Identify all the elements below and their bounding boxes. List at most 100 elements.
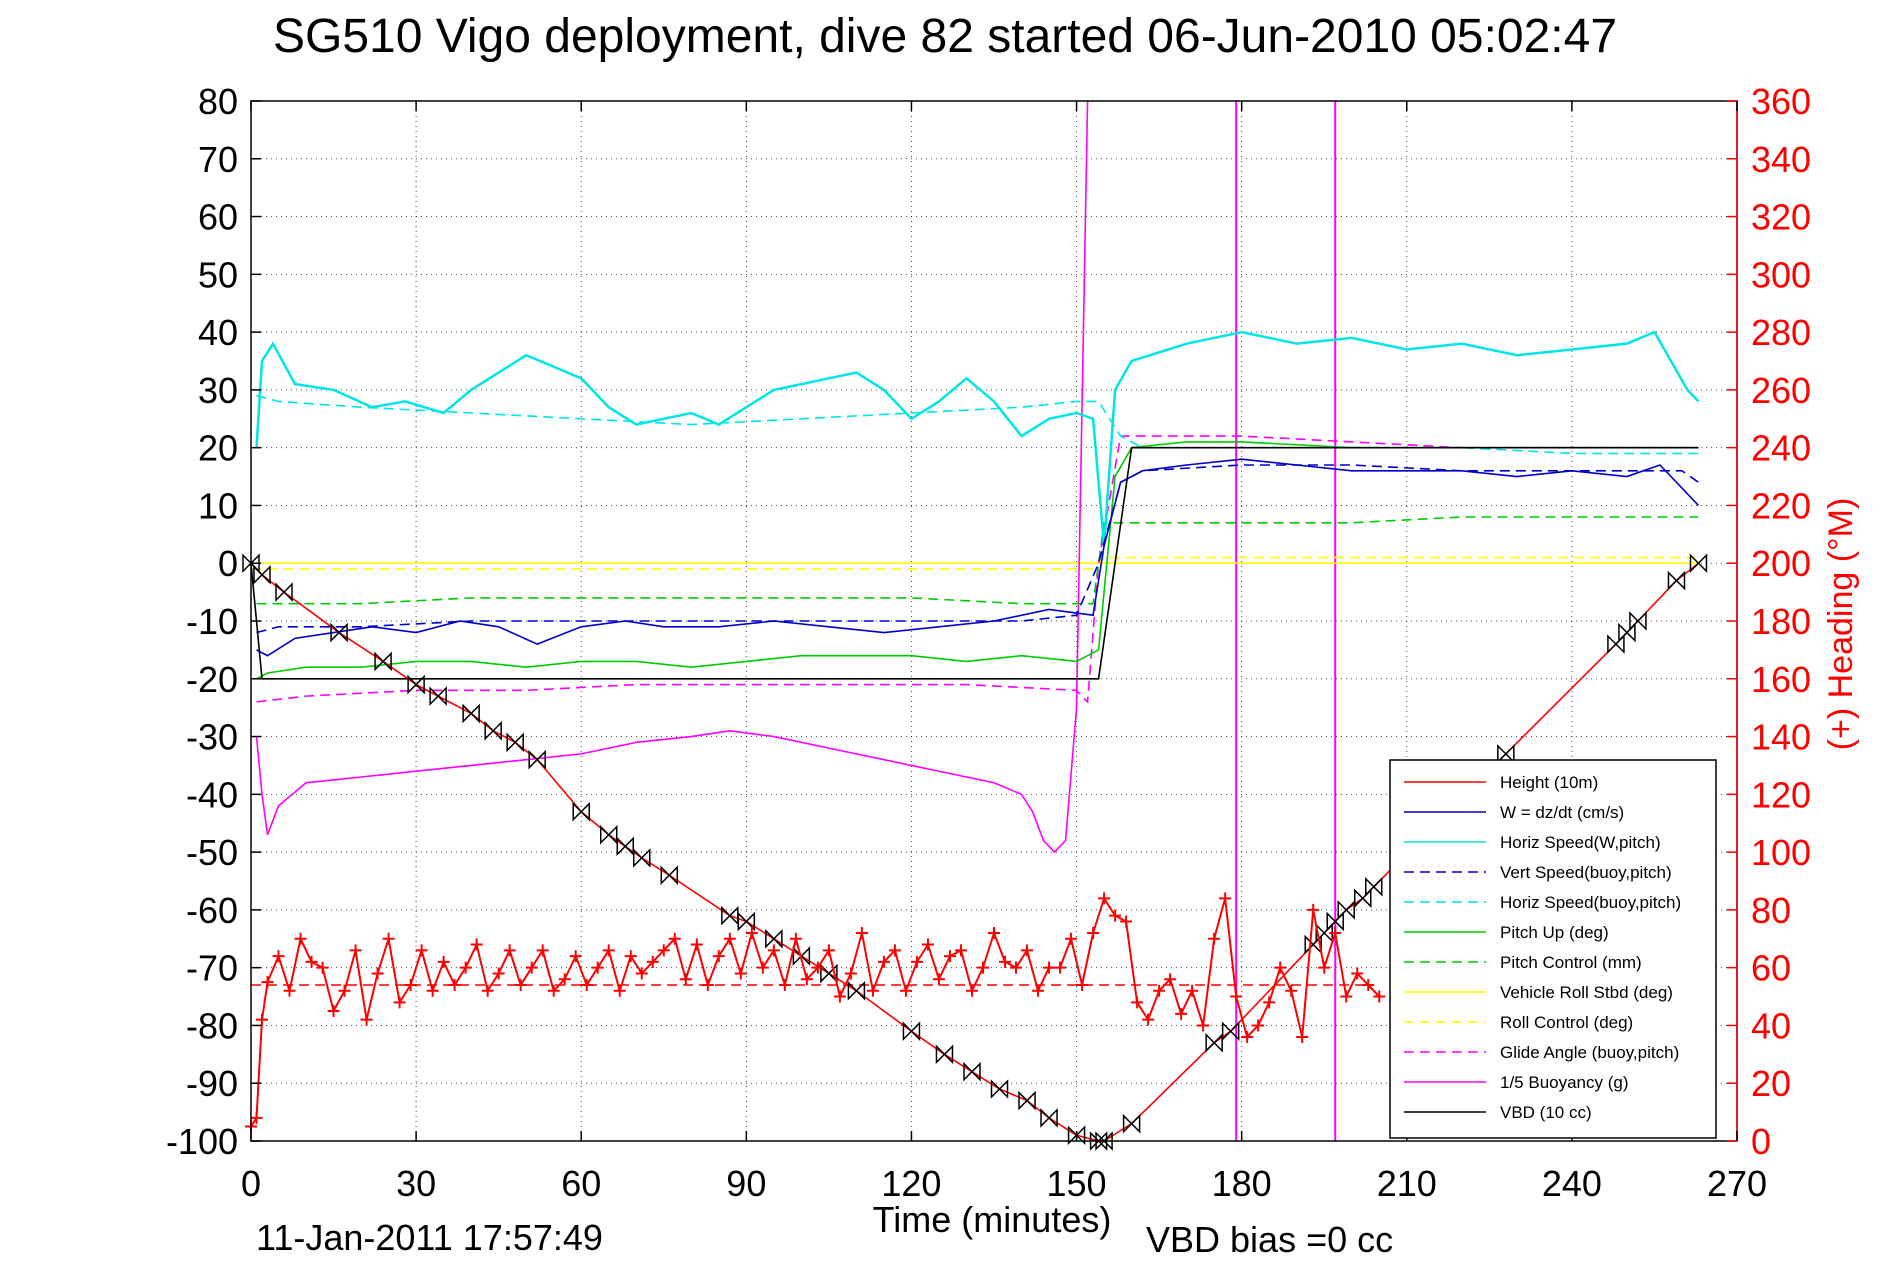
y-tick-label: -50	[186, 832, 238, 873]
profile-marker	[963, 1061, 981, 1082]
y2-tick-label: 340	[1751, 139, 1811, 180]
profile-marker	[1667, 570, 1686, 591]
profile-marker	[765, 928, 783, 949]
legend-label-w: W = dz/dt (cm/s)	[1500, 803, 1624, 822]
x-tick-label: 210	[1377, 1163, 1437, 1204]
profile-marker	[1095, 1131, 1113, 1151]
profile-marker	[528, 749, 546, 770]
heading-line	[250, 895, 1380, 1128]
footer-timestamp: 11-Jan-2011 17:57:49	[256, 1217, 603, 1258]
profile-marker	[506, 732, 524, 753]
profile-marker	[1689, 553, 1708, 574]
chart-title: SG510 Vigo deployment, dive 82 started 0…	[273, 10, 1617, 63]
profile-marker	[253, 564, 271, 585]
y2-tick-label: 140	[1751, 717, 1811, 758]
legend-label-hspd: Horiz Speed(W,pitch)	[1500, 833, 1661, 852]
legend-label-vspd_buoy: Vert Speed(buoy,pitch)	[1500, 863, 1672, 882]
y-tick-label: 70	[198, 139, 238, 180]
profile-marker	[1122, 1113, 1141, 1134]
series-roll_ctrl	[251, 556, 1699, 570]
y-tick-label: 10	[198, 485, 238, 526]
legend: Height (10m) W = dz/dt (cm/s) Horiz Speed(…	[1389, 759, 1717, 1139]
profile-marker	[847, 980, 866, 1001]
y2-tick-label: 360	[1751, 81, 1811, 122]
y2-tick-label: 120	[1751, 774, 1811, 815]
legend-box	[1389, 759, 1717, 1139]
y2-tick-label: 80	[1751, 890, 1791, 931]
x-tick-label: 150	[1047, 1163, 1107, 1204]
x-axis-label: Time (minutes)	[873, 1199, 1112, 1240]
legend-label-hspd_buoy: Horiz Speed(buoy,pitch)	[1500, 893, 1681, 912]
x-tick-label: 120	[881, 1163, 941, 1204]
x-tick-label: 240	[1542, 1163, 1602, 1204]
profile-marker	[462, 703, 480, 724]
profile-marker	[429, 686, 447, 706]
y2-tick-label: 20	[1751, 1063, 1791, 1104]
profile-marker	[572, 801, 590, 822]
legend-label-vbd: VBD (10 cc)	[1500, 1103, 1592, 1122]
y-tick-label: -40	[186, 774, 238, 815]
y-tick-label: 20	[198, 428, 238, 469]
profile-marker	[721, 905, 739, 926]
profile-marker	[1365, 876, 1383, 897]
footer-vbd-bias: VBD bias =0 cc	[1146, 1219, 1393, 1260]
series-buoy	[255, 100, 1089, 854]
x-tick-label: 270	[1707, 1163, 1767, 1204]
profile-marker	[1067, 1125, 1086, 1146]
legend-label-roll: Vehicle Roll Stbd (deg)	[1500, 983, 1673, 1002]
y2-tick-label: 260	[1751, 370, 1811, 411]
x-tick-label: 180	[1212, 1163, 1272, 1204]
profile-marker	[407, 674, 425, 695]
y-tick-label: -100	[166, 1121, 238, 1162]
y2-tick-label: 240	[1751, 428, 1811, 469]
legend-label-roll_ctrl: Roll Control (deg)	[1500, 1013, 1633, 1032]
series-vbd	[250, 446, 1699, 680]
x-tick-label: 60	[561, 1163, 601, 1204]
y-tick-label: 40	[198, 312, 238, 353]
y2-tick-label: 180	[1751, 601, 1811, 642]
profile-marker	[902, 1021, 921, 1042]
profile-marker	[330, 622, 348, 643]
y2-tick-label: 60	[1751, 948, 1791, 989]
profile-marker	[792, 946, 811, 966]
series-hspd	[255, 330, 1700, 546]
right-axis-label: (+) Heading (°M)	[1822, 498, 1860, 751]
y-tick-label: -10	[186, 601, 238, 642]
series-w	[256, 458, 1700, 657]
x-tick-label: 0	[241, 1163, 261, 1204]
legend-label-buoy: 1/5 Buoyancy (g)	[1500, 1073, 1629, 1092]
heading-point	[1373, 990, 1386, 1003]
series-pitch	[256, 441, 1699, 680]
profile-marker	[990, 1079, 1009, 1099]
y-tick-label: 80	[198, 81, 238, 122]
profile-marker	[935, 1044, 954, 1065]
legend-label-height: Height (10m)	[1500, 773, 1598, 792]
y2-tick-label: 280	[1751, 312, 1811, 353]
y-tick-label: -30	[186, 717, 238, 758]
y2-tick-label: 200	[1751, 543, 1811, 584]
x-tick-label: 30	[396, 1163, 436, 1204]
profile-marker	[1018, 1090, 1036, 1111]
y2-tick-label: 40	[1751, 1005, 1791, 1046]
y2-tick-label: 160	[1751, 659, 1811, 700]
profile-marker	[633, 848, 651, 868]
y2-tick-label: 100	[1751, 832, 1811, 873]
legend-label-pitch_ctrl: Pitch Control (mm)	[1500, 953, 1642, 972]
profile-marker	[820, 963, 838, 984]
y2-tick-label: 300	[1751, 254, 1811, 295]
axes-layer: 0 30 60 90 120 150 180 210 240 270 80 70 60 50 40 30 20 1…	[166, 81, 1811, 1204]
profile-marker	[737, 911, 756, 932]
profile-marker	[1629, 611, 1647, 631]
y-tick-label: -70	[186, 948, 238, 989]
y-tick-label: -20	[186, 659, 238, 700]
profile-marker	[616, 836, 635, 857]
y-tick-label: -80	[186, 1005, 238, 1046]
series-markers	[242, 553, 1708, 1151]
y-tick-label: 60	[198, 197, 238, 238]
x-tick-label: 90	[726, 1163, 766, 1204]
y-tick-label: -90	[186, 1063, 238, 1104]
y2-tick-label: 220	[1751, 485, 1811, 526]
series-hspd_buoy	[256, 394, 1699, 455]
